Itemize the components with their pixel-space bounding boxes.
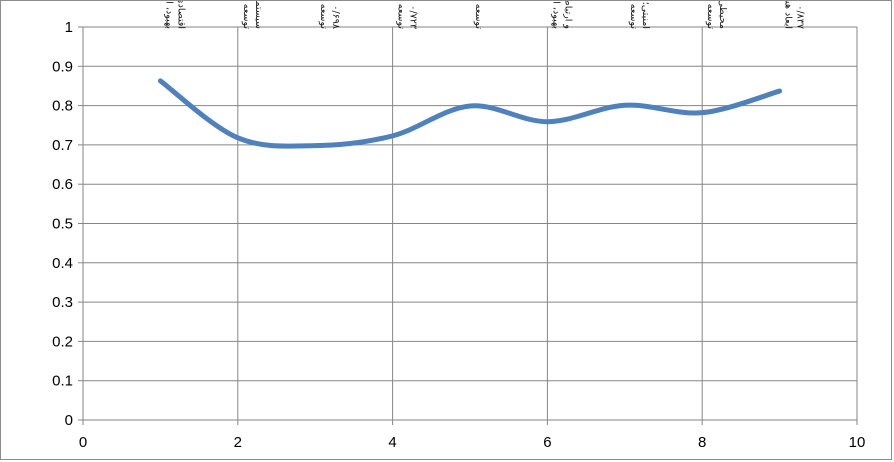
annotations: بهبود، ارتقاء و توسعه ابعاد مختلفاقتصادی…: [163, 1, 805, 29]
x-tick-label: 6: [543, 434, 551, 451]
y-axis-tick-labels: 0 0.1 0.2 0.3 0.4 0.5 0.6 0.7 0.8 0.9 1: [52, 19, 73, 429]
data-label-line: و ارتباطات فضایی؛ ۰/۷۵۹: [562, 1, 573, 29]
data-label-line: اقتصادی-تجاری؛ ۰/۸۶۳: [175, 1, 186, 29]
data-point: [545, 119, 550, 124]
data-label-6: بهبود، ارتقاء و توسعه ابعاد حمل و نقلو ا…: [550, 1, 573, 29]
data-point: [622, 103, 627, 108]
y-tick-label: 0.7: [52, 137, 73, 154]
data-label-line: توسعه ابعاد مختلف فناوری اطلاعات؛: [318, 1, 329, 29]
data-point: [468, 103, 473, 108]
data-point: [158, 78, 163, 83]
x-tick-label: 2: [234, 434, 242, 451]
data-label-line: توسعه ابعاد مختلف مکانی-زیست: [705, 1, 716, 29]
data-label-9: ابعاد هشتگانه شهرهای شبه جهانی؛۰/۸۳۷: [783, 1, 806, 29]
series-line: [157, 78, 783, 149]
data-label-line: سیستمی؛ ۰/۷۱۸: [253, 1, 264, 29]
data-label-line: توسعه ابعاد مختلف مدیریت-حکومتی-: [241, 1, 252, 29]
data-label-line: بهبود، ارتقاء و توسعه ابعاد حمل و نقل: [550, 1, 561, 29]
x-tick-label: 8: [698, 434, 706, 451]
data-label-line: ۰/۷۲۳: [408, 5, 419, 29]
data-point: [235, 135, 240, 140]
data-point: [313, 143, 318, 148]
y-tick-label: 0.9: [52, 58, 73, 75]
data-label-line: ۰/۶۹۸: [330, 5, 341, 29]
y-tick-label: 0.2: [52, 333, 73, 350]
series-group: [157, 78, 783, 149]
axes: [78, 26, 858, 425]
x-axis-tick-labels: 0 2 4 6 8 10: [79, 434, 866, 451]
data-label-line: محیطی؛ ۰/۷۸۲: [717, 1, 728, 29]
data-label-line: توسعه ابعاد مختلف سیاسی-نظامی-: [628, 1, 639, 29]
data-label-3: توسعه ابعاد مختلف فناوری اطلاعات؛۰/۶۹۸: [318, 1, 341, 29]
data-point: [777, 89, 782, 94]
y-tick-label: 0.5: [52, 216, 73, 233]
x-tick-label: 4: [388, 434, 396, 451]
data-label-7: توسعه ابعاد مختلف سیاسی-نظامی-امنیتی؛ ۰/…: [628, 1, 651, 29]
data-label-line: ۰/۸۳۷: [795, 5, 806, 29]
data-label-1: بهبود، ارتقاء و توسعه ابعاد مختلفاقتصادی…: [163, 1, 186, 29]
y-tick-label: 1: [65, 19, 73, 36]
data-point: [700, 110, 705, 115]
data-label-5: توسعه ابعاد مختلف زیربنایی؛ ۰/۷۹۹: [473, 1, 484, 29]
data-label-line: امنیتی؛ ۰/۸۰۱: [640, 1, 651, 29]
data-label-line: بهبود، ارتقاء و توسعه ابعاد مختلف: [163, 1, 174, 29]
data-label-8: توسعه ابعاد مختلف مکانی-زیستمحیطی؛ ۰/۷۸۲: [705, 1, 728, 29]
data-point: [390, 133, 395, 138]
y-tick-label: 0.3: [52, 294, 73, 311]
data-label-2: توسعه ابعاد مختلف مدیریت-حکومتی-سیستمی؛ …: [241, 1, 264, 29]
y-tick-label: 0.1: [52, 373, 73, 390]
x-tick-label: 10: [849, 434, 866, 451]
gridlines: [83, 26, 858, 420]
data-label-line: توسعه ابعاد مختلف زیربنایی؛ ۰/۷۹۹: [473, 1, 484, 29]
data-label-line: توسعه ابعاد مختلف اجتماعی-فرهنگی؛: [396, 1, 408, 29]
x-tick-label: 0: [79, 434, 87, 451]
y-tick-label: 0.6: [52, 176, 73, 193]
data-label-line: ابعاد هشتگانه شهرهای شبه جهانی؛: [783, 1, 795, 29]
y-tick-label: 0.4: [52, 255, 73, 272]
y-tick-label: 0: [65, 412, 73, 429]
y-tick-label: 0.8: [52, 98, 73, 115]
data-label-4: توسعه ابعاد مختلف اجتماعی-فرهنگی؛۰/۷۲۳: [396, 1, 419, 29]
